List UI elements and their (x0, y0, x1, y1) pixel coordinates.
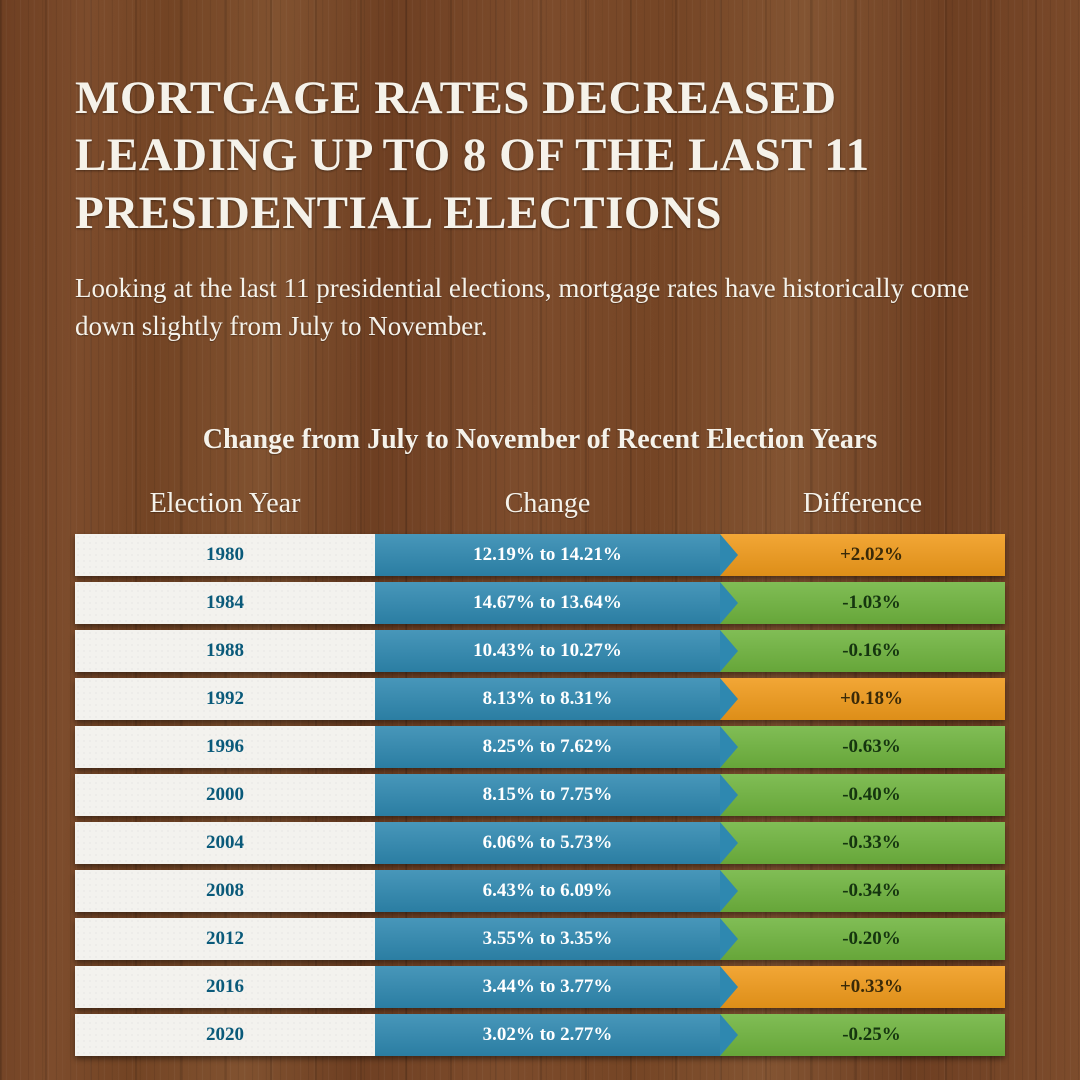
table-row: 20008.15% to 7.75%-0.40% (75, 774, 1005, 816)
cell-change: 12.19% to 14.21% (375, 534, 720, 576)
cell-change: 8.15% to 7.75% (375, 774, 720, 816)
cell-year: 1992 (75, 678, 375, 720)
source-attribution: FREDDIE MAC (75, 1062, 1005, 1080)
cell-change: 14.67% to 13.64% (375, 582, 720, 624)
cell-diff: -0.20% (720, 918, 1005, 960)
th-diff: Difference (720, 488, 1005, 520)
cell-change: 3.55% to 3.35% (375, 918, 720, 960)
cell-year: 1984 (75, 582, 375, 624)
cell-diff: -0.25% (720, 1014, 1005, 1056)
table-title: Change from July to November of Recent E… (75, 424, 1005, 456)
cell-diff: +0.33% (720, 966, 1005, 1008)
cell-year: 2000 (75, 774, 375, 816)
cell-diff: -0.16% (720, 630, 1005, 672)
cell-change: 6.43% to 6.09% (375, 870, 720, 912)
cell-diff: -0.33% (720, 822, 1005, 864)
page-title: MORTGAGE RATES DECREASED LEADING UP TO 8… (75, 70, 1005, 242)
table-row: 19928.13% to 8.31%+0.18% (75, 678, 1005, 720)
cell-year: 2016 (75, 966, 375, 1008)
table-row: 20123.55% to 3.35%-0.20% (75, 918, 1005, 960)
table-body: 198012.19% to 14.21%+2.02% 198414.67% to … (75, 534, 1005, 1056)
cell-year: 2020 (75, 1014, 375, 1056)
table-row: 198012.19% to 14.21%+2.02% (75, 534, 1005, 576)
table-row: 198810.43% to 10.27%-0.16% (75, 630, 1005, 672)
cell-change: 8.25% to 7.62% (375, 726, 720, 768)
cell-diff: +2.02% (720, 534, 1005, 576)
th-year: Election Year (75, 488, 375, 520)
cell-change: 6.06% to 5.73% (375, 822, 720, 864)
cell-change: 3.02% to 2.77% (375, 1014, 720, 1056)
table-row: 20163.44% to 3.77%+0.33% (75, 966, 1005, 1008)
cell-diff: -0.34% (720, 870, 1005, 912)
cell-change: 10.43% to 10.27% (375, 630, 720, 672)
th-change: Change (375, 488, 720, 520)
table-row: 20046.06% to 5.73%-0.33% (75, 822, 1005, 864)
cell-year: 2008 (75, 870, 375, 912)
cell-change: 3.44% to 3.77% (375, 966, 720, 1008)
table-row: 20203.02% to 2.77%-0.25% (75, 1014, 1005, 1056)
cell-year: 1988 (75, 630, 375, 672)
page-subtitle: Looking at the last 11 presidential elec… (75, 270, 1005, 346)
cell-diff: -1.03% (720, 582, 1005, 624)
table-row: 20086.43% to 6.09%-0.34% (75, 870, 1005, 912)
cell-year: 2012 (75, 918, 375, 960)
cell-change: 8.13% to 8.31% (375, 678, 720, 720)
cell-year: 1980 (75, 534, 375, 576)
cell-diff: -0.40% (720, 774, 1005, 816)
table-row: 19968.25% to 7.62%-0.63% (75, 726, 1005, 768)
table-row: 198414.67% to 13.64%-1.03% (75, 582, 1005, 624)
cell-year: 2004 (75, 822, 375, 864)
cell-diff: +0.18% (720, 678, 1005, 720)
cell-year: 1996 (75, 726, 375, 768)
data-table: Election Year Change Difference 198012.1… (75, 488, 1005, 1062)
cell-diff: -0.63% (720, 726, 1005, 768)
table-header-row: Election Year Change Difference (75, 488, 1005, 520)
